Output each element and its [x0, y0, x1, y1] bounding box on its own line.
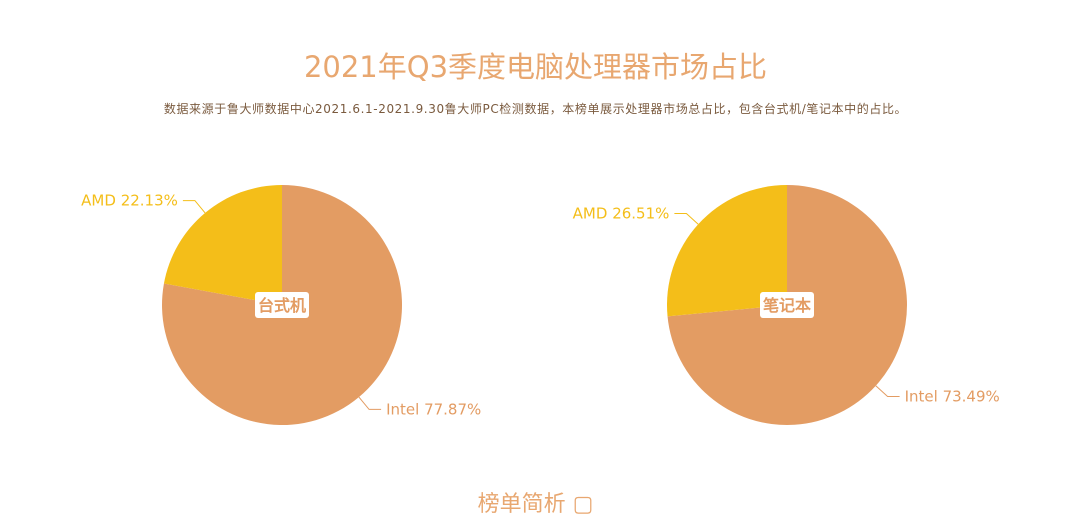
- pie-center-label: 笔记本: [763, 296, 811, 315]
- pie-center-label: 台式机: [258, 296, 306, 315]
- pie-slice-amd[interactable]: [163, 185, 282, 305]
- section-heading-peek: 榜单简析 ▢: [477, 492, 594, 517]
- pie-center-label-box: [255, 292, 309, 318]
- pie-slice-label: Intel 73.49%: [905, 388, 1000, 406]
- pie-slice-label: AMD 26.51%: [573, 205, 670, 223]
- pie-leader-line: [358, 396, 382, 410]
- pie-leader-line: [674, 213, 699, 225]
- pie-center-label-box: [760, 292, 814, 318]
- pie-leader-line: [182, 200, 206, 214]
- pie-leader-line: [875, 385, 900, 397]
- pie-charts: Intel 77.87% AMD 22.13% 台式机 Intel 73.49% AMD…: [81, 185, 1000, 425]
- pie-slice-label: Intel 77.87%: [386, 400, 481, 418]
- page-title: 2021年Q3季度电脑处理器市场占比: [303, 50, 768, 84]
- pie-slice-amd[interactable]: [667, 185, 787, 317]
- pie-chart-0: Intel 77.87% AMD 22.13% 台式机: [81, 185, 481, 425]
- pie-slice-label: AMD 22.13%: [81, 192, 178, 210]
- pie-chart-1: Intel 73.49% AMD 26.51% 笔记本: [573, 185, 1000, 425]
- page-subtitle: 数据来源于鲁大师数据中心2021.6.1-2021.9.30鲁大师PC检测数据，…: [163, 102, 908, 116]
